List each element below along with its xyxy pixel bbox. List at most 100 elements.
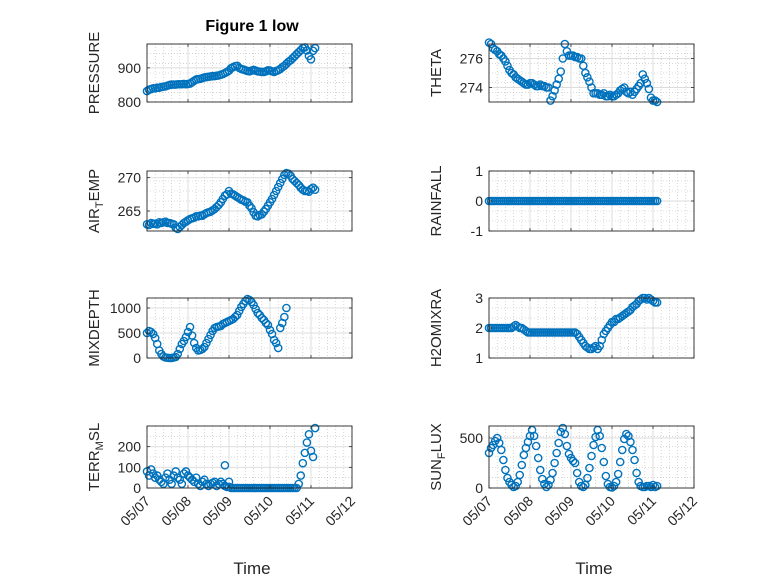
data-point bbox=[572, 52, 582, 62]
data-point bbox=[220, 460, 230, 470]
data-point bbox=[310, 185, 320, 194]
y-tick-label: 500 bbox=[460, 430, 484, 446]
y-tick-label: 2 bbox=[475, 320, 483, 336]
subplot-mixdepth: 0 500 1000 MIXDEPTH bbox=[86, 289, 353, 367]
subplot-air_temp: 265 270 AIRTEMP bbox=[86, 168, 353, 234]
axes-frame bbox=[488, 43, 695, 103]
subplot-rainfall: -1 0 1 RAINFALL bbox=[428, 163, 695, 239]
data-point bbox=[595, 431, 605, 441]
data-point bbox=[200, 475, 209, 485]
subplot-pressure: 800 900 PRESSURE bbox=[86, 32, 353, 115]
y-axis-label: SUNFLUX bbox=[428, 423, 448, 491]
data-point bbox=[552, 80, 561, 89]
y-tick-label: 500 bbox=[118, 325, 142, 341]
data-point bbox=[640, 74, 650, 84]
data-point bbox=[496, 445, 506, 455]
data-point bbox=[499, 455, 508, 465]
data-point bbox=[622, 429, 631, 439]
data-point bbox=[583, 73, 592, 82]
data-point bbox=[198, 344, 207, 354]
data-point bbox=[570, 458, 580, 468]
data-point bbox=[253, 212, 263, 221]
data-point bbox=[632, 468, 641, 478]
data-point bbox=[308, 452, 318, 462]
x-tick-label: 05/10 bbox=[240, 493, 276, 529]
data-point bbox=[552, 448, 561, 458]
data-point bbox=[501, 57, 510, 66]
data-point bbox=[193, 479, 203, 489]
data-point bbox=[542, 482, 551, 492]
data-point bbox=[257, 313, 267, 323]
data-point bbox=[546, 96, 555, 105]
data-point bbox=[275, 323, 285, 333]
data-point bbox=[509, 322, 518, 331]
data-point bbox=[523, 80, 533, 89]
data-point bbox=[517, 460, 527, 470]
y-tick-label: 1 bbox=[475, 163, 483, 179]
y-tick-label: 100 bbox=[118, 459, 142, 475]
data-point bbox=[273, 343, 283, 353]
data-point bbox=[282, 303, 291, 313]
data-point bbox=[548, 91, 557, 101]
y-tick-label: 276 bbox=[460, 51, 484, 67]
x-axis-label-left: Time bbox=[233, 559, 270, 578]
data-point bbox=[501, 465, 510, 475]
data-point bbox=[261, 318, 271, 328]
y-axis-label: PRESSURE bbox=[86, 32, 103, 115]
y-tick-label: 1000 bbox=[110, 300, 141, 316]
data-point bbox=[613, 469, 623, 479]
data-point bbox=[146, 327, 156, 337]
data-point bbox=[583, 473, 592, 483]
data-point bbox=[589, 440, 598, 450]
data-point bbox=[492, 433, 502, 443]
subplot-h2omixra: 1 2 3 H2OMIXRA bbox=[428, 289, 695, 367]
data-point bbox=[179, 469, 189, 478]
data-point bbox=[306, 184, 316, 194]
data-point bbox=[572, 468, 582, 478]
data-point bbox=[652, 298, 662, 307]
data-point bbox=[550, 458, 559, 468]
data-point bbox=[187, 331, 197, 340]
data-point bbox=[597, 443, 607, 453]
data-point bbox=[562, 441, 572, 451]
data-point bbox=[597, 90, 607, 100]
data-point bbox=[253, 308, 263, 318]
data-point bbox=[503, 61, 512, 71]
data-point bbox=[161, 473, 170, 482]
data-point bbox=[152, 471, 162, 480]
data-point bbox=[169, 471, 178, 480]
data-point bbox=[280, 312, 289, 322]
data-point bbox=[581, 68, 590, 78]
x-tick-label: 05/09 bbox=[199, 493, 235, 529]
data-point bbox=[626, 437, 635, 447]
data-point bbox=[615, 457, 625, 467]
data-point bbox=[304, 429, 314, 439]
data-point bbox=[648, 296, 658, 306]
data-point bbox=[519, 78, 529, 88]
data-point bbox=[294, 479, 304, 489]
data-point bbox=[298, 458, 308, 468]
data-point bbox=[617, 445, 627, 455]
data-point bbox=[538, 474, 547, 484]
data-point bbox=[650, 96, 660, 105]
data-point bbox=[150, 473, 160, 482]
data-point bbox=[148, 469, 158, 478]
data-point bbox=[644, 84, 654, 94]
data-point bbox=[296, 471, 306, 480]
y-tick-label: 800 bbox=[118, 94, 142, 110]
data-point bbox=[521, 326, 531, 336]
data-point bbox=[535, 465, 545, 475]
data-point bbox=[630, 455, 639, 465]
y-tick-label: 900 bbox=[118, 60, 142, 76]
data-point bbox=[642, 295, 652, 304]
y-axis-label: AIRTEMP bbox=[86, 169, 106, 233]
x-tick-label: 05/09 bbox=[541, 493, 577, 529]
axes-frame bbox=[146, 297, 353, 359]
data-point bbox=[560, 429, 570, 439]
data-point bbox=[529, 80, 539, 89]
data-point bbox=[548, 468, 557, 478]
data-point bbox=[239, 196, 248, 205]
x-tick-label: 05/10 bbox=[582, 493, 618, 529]
data-point bbox=[230, 312, 240, 322]
y-tick-label: 3 bbox=[475, 290, 483, 306]
